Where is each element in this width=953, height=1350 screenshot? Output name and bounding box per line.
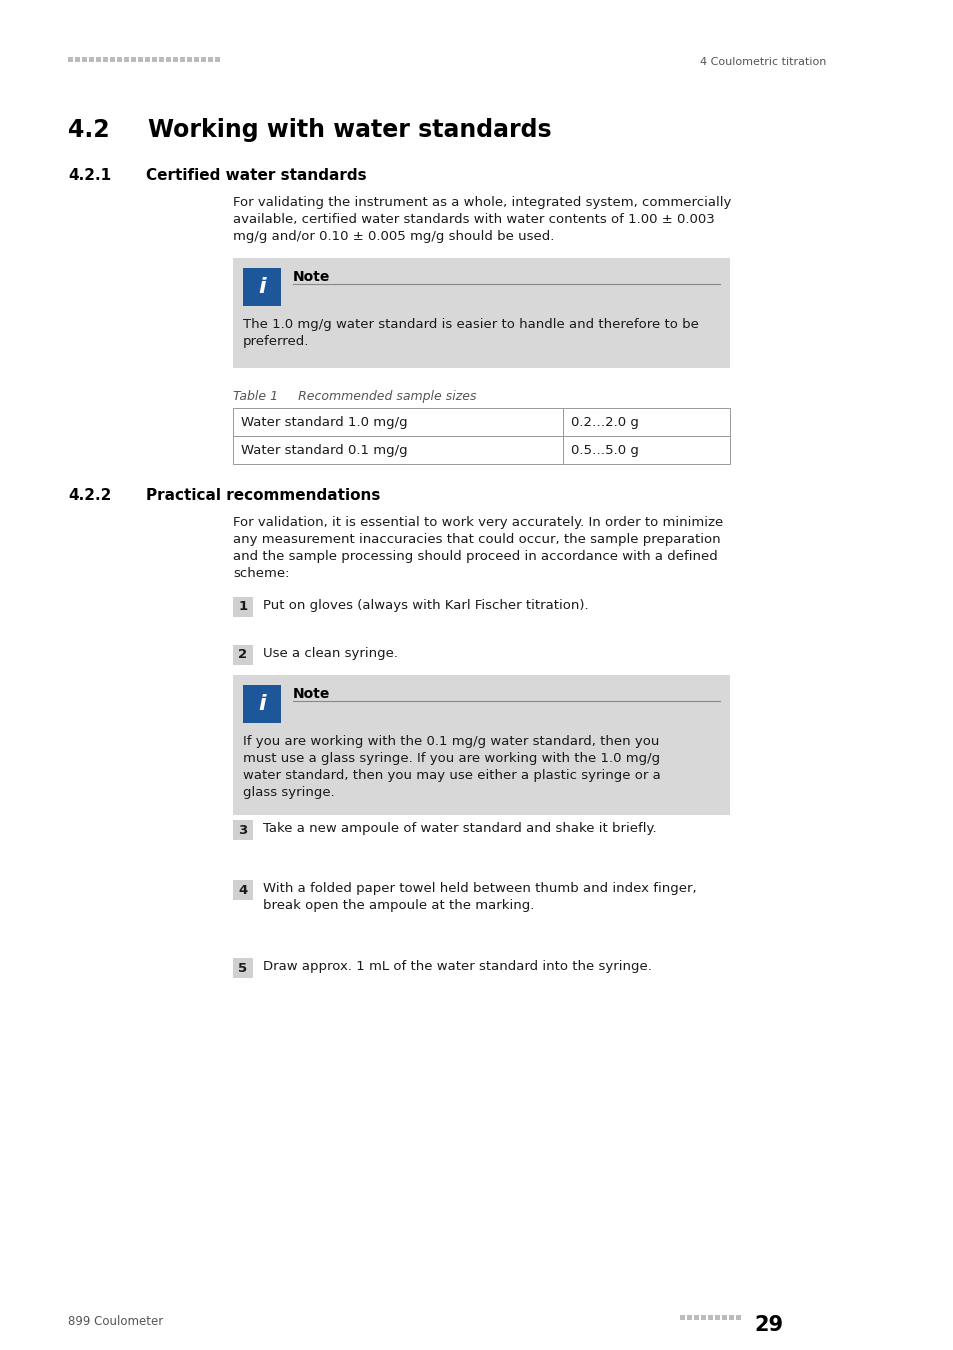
Bar — [243, 269, 281, 306]
Text: Draw approx. 1 mL of the water standard into the syringe.: Draw approx. 1 mL of the water standard … — [263, 960, 651, 973]
Bar — [728, 1315, 733, 1320]
Bar — [686, 1315, 691, 1320]
Text: i: i — [258, 277, 266, 297]
Bar — [233, 645, 253, 666]
Bar — [233, 675, 729, 815]
Bar — [214, 57, 220, 62]
Bar — [714, 1315, 720, 1320]
Bar — [233, 408, 729, 436]
Text: i: i — [258, 694, 266, 714]
Bar — [201, 57, 206, 62]
Bar — [233, 958, 253, 977]
Text: If you are working with the 0.1 mg/g water standard, then you
must use a glass s: If you are working with the 0.1 mg/g wat… — [243, 734, 660, 799]
Text: Note: Note — [293, 270, 330, 284]
Text: Working with water standards: Working with water standards — [148, 117, 551, 142]
Text: 4.2.1: 4.2.1 — [68, 167, 111, 184]
Text: 3: 3 — [238, 824, 248, 837]
Bar — [679, 1315, 684, 1320]
Bar — [233, 597, 253, 617]
Text: Water standard 0.1 mg/g: Water standard 0.1 mg/g — [241, 444, 407, 458]
Bar — [68, 57, 73, 62]
Bar — [110, 57, 115, 62]
Bar — [138, 57, 143, 62]
Text: 29: 29 — [753, 1315, 782, 1335]
Bar — [735, 1315, 740, 1320]
Text: Put on gloves (always with Karl Fischer titration).: Put on gloves (always with Karl Fischer … — [263, 599, 588, 612]
Bar — [145, 57, 150, 62]
Text: 0.5…5.0 g: 0.5…5.0 g — [571, 444, 639, 458]
Bar — [103, 57, 108, 62]
Bar — [233, 258, 729, 369]
Bar — [82, 57, 87, 62]
Text: Table 1     Recommended sample sizes: Table 1 Recommended sample sizes — [233, 390, 476, 404]
Bar — [180, 57, 185, 62]
Text: 1: 1 — [238, 601, 247, 613]
Bar — [124, 57, 129, 62]
Bar — [700, 1315, 705, 1320]
Bar — [707, 1315, 712, 1320]
Bar — [152, 57, 157, 62]
Text: Note: Note — [293, 687, 330, 701]
Text: Take a new ampoule of water standard and shake it briefly.: Take a new ampoule of water standard and… — [263, 822, 656, 836]
Bar — [159, 57, 164, 62]
Text: With a folded paper towel held between thumb and index finger,
break open the am: With a folded paper towel held between t… — [263, 882, 696, 913]
Bar — [233, 436, 729, 464]
Text: The 1.0 mg/g water standard is easier to handle and therefore to be
preferred.: The 1.0 mg/g water standard is easier to… — [243, 319, 699, 348]
Text: Use a clean syringe.: Use a clean syringe. — [263, 647, 397, 660]
Bar — [172, 57, 178, 62]
Text: 4 Coulometric titration: 4 Coulometric titration — [700, 57, 825, 68]
Text: Practical recommendations: Practical recommendations — [146, 487, 380, 504]
Bar — [166, 57, 171, 62]
Text: 0.2…2.0 g: 0.2…2.0 g — [571, 416, 639, 429]
Bar — [233, 880, 253, 900]
Text: Certified water standards: Certified water standards — [146, 167, 366, 184]
Bar — [193, 57, 199, 62]
Text: 899 Coulometer: 899 Coulometer — [68, 1315, 163, 1328]
Bar — [89, 57, 94, 62]
Text: 5: 5 — [238, 961, 247, 975]
Bar — [117, 57, 122, 62]
Text: For validation, it is essential to work very accurately. In order to minimize
an: For validation, it is essential to work … — [233, 516, 722, 580]
Text: 2: 2 — [238, 648, 247, 662]
Bar — [233, 819, 253, 840]
Bar — [75, 57, 80, 62]
Bar — [96, 57, 101, 62]
Text: 4.2: 4.2 — [68, 117, 110, 142]
Text: 4: 4 — [238, 883, 248, 896]
Bar — [243, 684, 281, 724]
Text: For validating the instrument as a whole, integrated system, commercially
availa: For validating the instrument as a whole… — [233, 196, 731, 243]
Bar — [187, 57, 192, 62]
Text: 4.2.2: 4.2.2 — [68, 487, 112, 504]
Bar — [721, 1315, 726, 1320]
Bar — [131, 57, 136, 62]
Bar — [208, 57, 213, 62]
Bar — [693, 1315, 699, 1320]
Text: Water standard 1.0 mg/g: Water standard 1.0 mg/g — [241, 416, 407, 429]
